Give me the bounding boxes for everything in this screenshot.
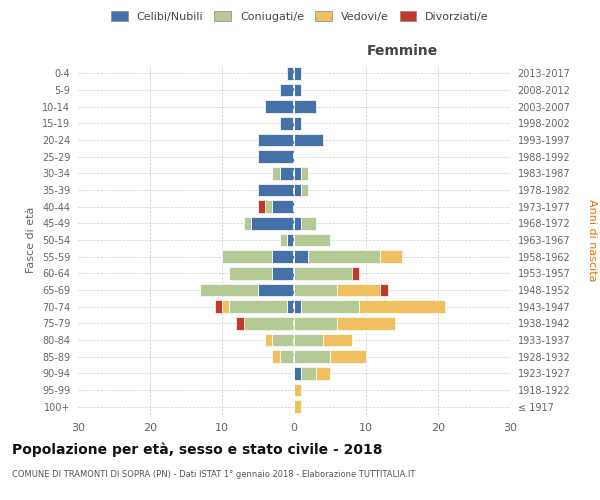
Bar: [359, 300, 445, 313]
Bar: [294, 234, 330, 246]
Bar: [229, 267, 272, 280]
Bar: [200, 284, 258, 296]
Bar: [294, 67, 301, 80]
Bar: [308, 250, 380, 263]
Bar: [265, 334, 272, 346]
Text: Femmine: Femmine: [367, 44, 437, 58]
Bar: [294, 384, 301, 396]
Bar: [294, 300, 301, 313]
Bar: [380, 284, 388, 296]
Bar: [272, 250, 294, 263]
Bar: [330, 350, 366, 363]
Bar: [280, 117, 294, 130]
Bar: [258, 284, 294, 296]
Text: Popolazione per età, sesso e stato civile - 2018: Popolazione per età, sesso e stato civil…: [12, 442, 383, 457]
Bar: [258, 150, 294, 163]
Bar: [272, 267, 294, 280]
Bar: [294, 167, 301, 179]
Y-axis label: Fasce di età: Fasce di età: [26, 207, 37, 273]
Bar: [301, 217, 316, 230]
Y-axis label: Anni di nascita: Anni di nascita: [587, 198, 597, 281]
Bar: [265, 100, 294, 113]
Bar: [294, 250, 308, 263]
Bar: [294, 367, 301, 380]
Bar: [294, 334, 323, 346]
Bar: [294, 117, 301, 130]
Bar: [287, 300, 294, 313]
Bar: [352, 267, 359, 280]
Bar: [272, 200, 294, 213]
Legend: Celibi/Nubili, Coniugati/e, Vedovi/e, Divorziati/e: Celibi/Nubili, Coniugati/e, Vedovi/e, Di…: [108, 8, 492, 25]
Bar: [301, 184, 308, 196]
Bar: [294, 400, 301, 413]
Bar: [301, 367, 316, 380]
Bar: [265, 200, 272, 213]
Bar: [316, 367, 330, 380]
Bar: [258, 134, 294, 146]
Bar: [294, 284, 337, 296]
Bar: [323, 334, 352, 346]
Bar: [301, 300, 359, 313]
Bar: [272, 167, 280, 179]
Bar: [294, 217, 301, 230]
Bar: [280, 84, 294, 96]
Bar: [222, 250, 272, 263]
Bar: [272, 350, 280, 363]
Bar: [337, 284, 380, 296]
Bar: [294, 84, 301, 96]
Bar: [280, 234, 287, 246]
Bar: [258, 184, 294, 196]
Bar: [236, 317, 244, 330]
Bar: [294, 100, 316, 113]
Bar: [380, 250, 402, 263]
Bar: [287, 67, 294, 80]
Bar: [280, 167, 294, 179]
Bar: [215, 300, 222, 313]
Bar: [258, 200, 265, 213]
Bar: [301, 167, 308, 179]
Bar: [272, 334, 294, 346]
Bar: [294, 184, 301, 196]
Bar: [222, 300, 229, 313]
Bar: [244, 317, 294, 330]
Bar: [294, 350, 330, 363]
Bar: [229, 300, 287, 313]
Bar: [251, 217, 294, 230]
Bar: [294, 317, 337, 330]
Bar: [280, 350, 294, 363]
Bar: [294, 134, 323, 146]
Bar: [337, 317, 395, 330]
Bar: [294, 267, 352, 280]
Text: COMUNE DI TRAMONTI DI SOPRA (PN) - Dati ISTAT 1° gennaio 2018 - Elaborazione TUT: COMUNE DI TRAMONTI DI SOPRA (PN) - Dati …: [12, 470, 415, 479]
Bar: [244, 217, 251, 230]
Bar: [287, 234, 294, 246]
